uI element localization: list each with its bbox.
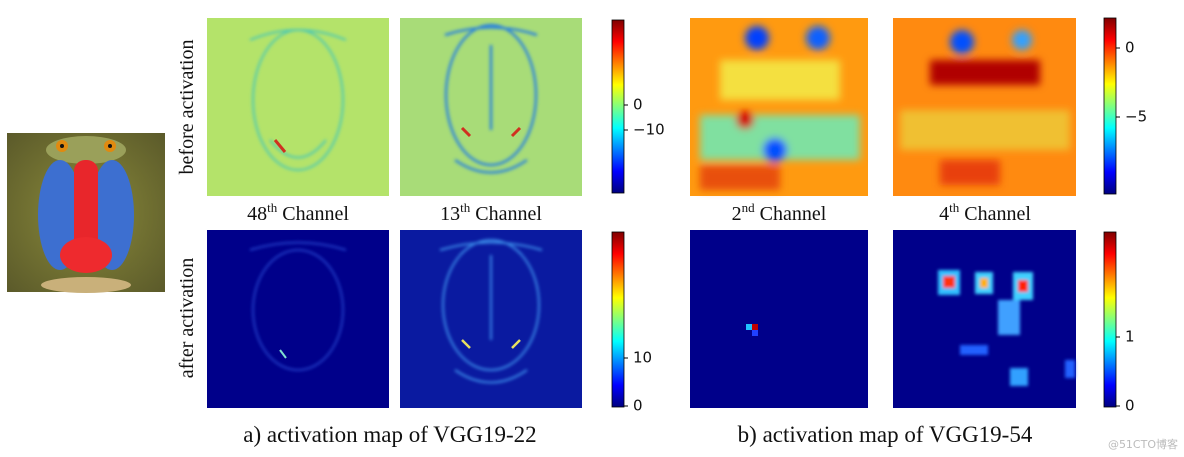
feature-map: [400, 18, 582, 196]
channel-label: 4th Channel: [939, 200, 1031, 225]
colorbar-tick-label: −5: [1125, 108, 1147, 126]
channel-word: Channel: [475, 203, 542, 225]
feature-map: [690, 18, 868, 196]
feature-map: [690, 230, 868, 408]
channel-suffix: nd: [742, 200, 756, 215]
colorbar-tick-label: 0: [633, 96, 643, 114]
caption: b) activation map of VGG19-54: [738, 422, 1033, 447]
feature-map: [207, 18, 389, 196]
channel-number: 48: [247, 203, 267, 225]
channel-word: Channel: [964, 203, 1031, 225]
colorbar-tick-label: 1: [1125, 328, 1135, 346]
channel-word: Channel: [760, 203, 827, 225]
channel-label: 13th Channel: [440, 200, 542, 225]
watermark: @51CTO博客: [1108, 437, 1178, 451]
channel-word: Channel: [282, 203, 349, 225]
channel-number: 2: [732, 203, 742, 225]
colorbar: [1103, 17, 1117, 195]
channel-number: 13: [440, 203, 460, 225]
row-label: after activation: [176, 258, 198, 379]
channel-suffix: th: [460, 200, 471, 215]
colorbar-tick-label: −10: [633, 121, 665, 139]
colorbar-tick-label: 0: [1125, 39, 1135, 57]
channel-suffix: th: [949, 200, 960, 215]
feature-map: [207, 230, 389, 408]
colorbar: [1103, 231, 1117, 408]
feature-map: [893, 18, 1076, 196]
colorbar-ticks: [624, 47, 1120, 407]
channel-labels: 48th Channel 13th Channel 2nd Channel 4th Chann…: [247, 200, 1031, 225]
channel-label: 48th Channel: [247, 200, 349, 225]
input-image: [7, 133, 165, 293]
colorbar: [611, 19, 625, 194]
caption: a) activation map of VGG19-22: [243, 422, 536, 447]
row-label: before activation: [176, 40, 198, 175]
channel-number: 4: [939, 203, 949, 225]
colorbar-tick-label: 10: [633, 349, 652, 367]
colorbar-tick-label: 0: [1125, 397, 1135, 415]
feature-map: [400, 230, 582, 408]
colorbar: [611, 231, 625, 408]
feature-map: [893, 230, 1076, 408]
colorbar-tick-label: 0: [633, 397, 643, 415]
channel-suffix: th: [267, 200, 278, 215]
channel-label: 2nd Channel: [732, 200, 827, 225]
